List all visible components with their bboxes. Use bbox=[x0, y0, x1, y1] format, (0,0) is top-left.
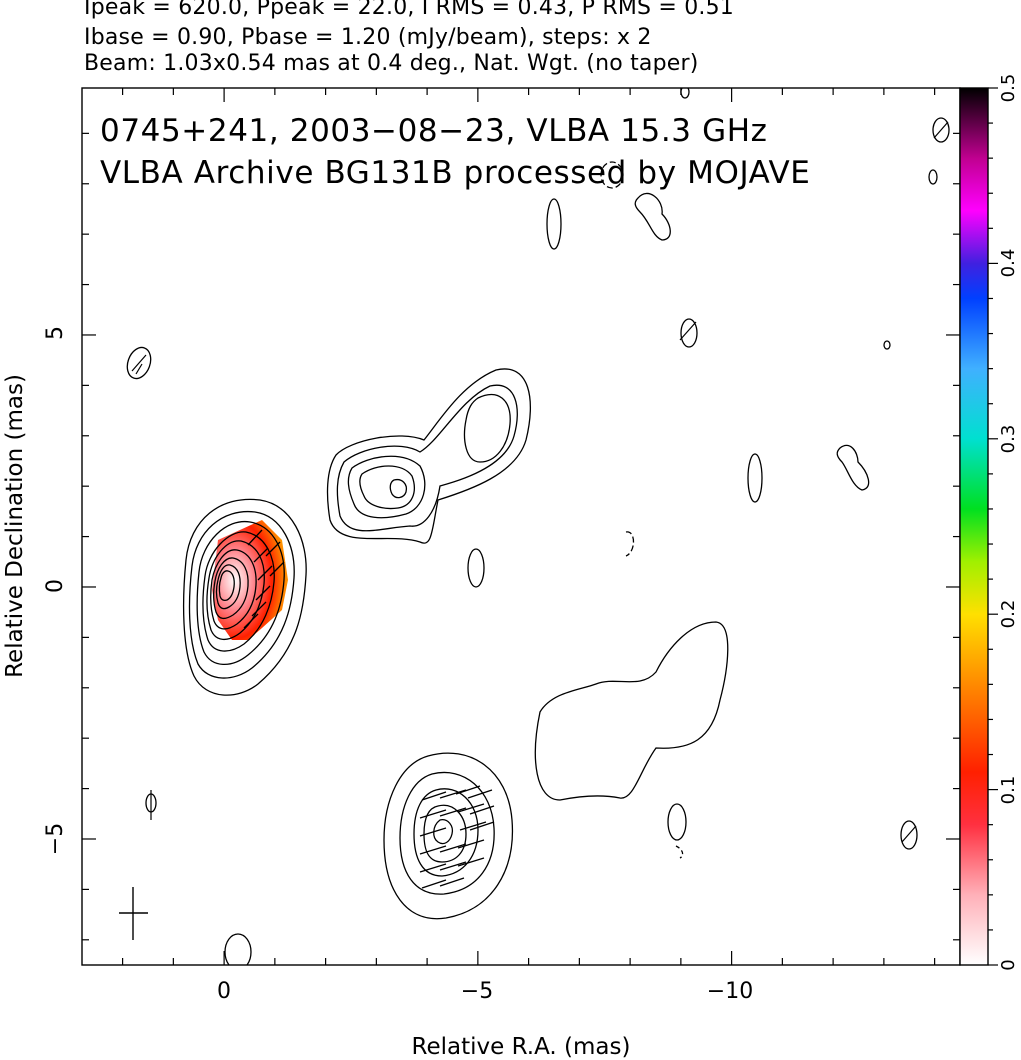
colorbar-tick-label: 0.2 bbox=[998, 600, 1019, 629]
colorbar-ticks bbox=[988, 87, 998, 966]
y-tick-label: 5 bbox=[43, 326, 68, 340]
y-axis-label: Relative Declination (mas) bbox=[2, 374, 28, 678]
plot-frame bbox=[81, 87, 961, 966]
x-tick-labels: 0 −5 −10 bbox=[217, 979, 753, 1004]
header-line-3: Beam: 1.03x0.54 mas at 0.4 deg., Nat. Wg… bbox=[84, 51, 699, 76]
jet-knot-contours bbox=[326, 368, 532, 544]
colorbar-tick-label: 0.5 bbox=[998, 74, 1019, 103]
x-tick-label: 0 bbox=[217, 979, 231, 1004]
y-tick-labels: −5 0 5 bbox=[43, 326, 68, 855]
southern-polarization-vectors bbox=[419, 785, 495, 889]
header-line-2: Ibase = 0.90, Pbase = 1.20 (mJy/beam), s… bbox=[84, 25, 652, 50]
x-tick-label: −5 bbox=[461, 979, 493, 1004]
southern-component-contours bbox=[383, 752, 514, 920]
plot-title-line-1: 0745+241, 2003−08−23, VLBA 15.3 GHz bbox=[100, 113, 767, 149]
axis-ticks bbox=[82, 88, 960, 965]
colorbar-tick-label: 0.3 bbox=[998, 425, 1019, 454]
colorbar-tick-label: 0.4 bbox=[998, 249, 1019, 278]
colorbar bbox=[959, 87, 989, 966]
contour-layer bbox=[119, 88, 950, 965]
header-line-1: Ipeak = 620.0, Ppeak = 22.0, I RMS = 0.4… bbox=[84, 0, 734, 20]
colorbar-tick-label: 0 bbox=[998, 959, 1019, 970]
y-tick-label: 0 bbox=[43, 579, 68, 593]
y-tick-label: −5 bbox=[43, 823, 68, 855]
noise-contours bbox=[126, 88, 950, 965]
plot-title-line-2: VLBA Archive BG131B processed by MOJAVE bbox=[100, 155, 810, 191]
core-polarization-vectors bbox=[243, 529, 285, 629]
colorbar-tick-labels: 0 0.1 0.2 0.3 0.4 0.5 bbox=[998, 74, 1019, 971]
colorbar-tick-label: 0.1 bbox=[998, 776, 1019, 805]
core-contours bbox=[182, 498, 307, 696]
diffuse-region-contour bbox=[534, 621, 729, 801]
beam-marker bbox=[119, 887, 148, 940]
x-axis-label: Relative R.A. (mas) bbox=[412, 1034, 631, 1060]
x-tick-label: −10 bbox=[707, 979, 753, 1004]
